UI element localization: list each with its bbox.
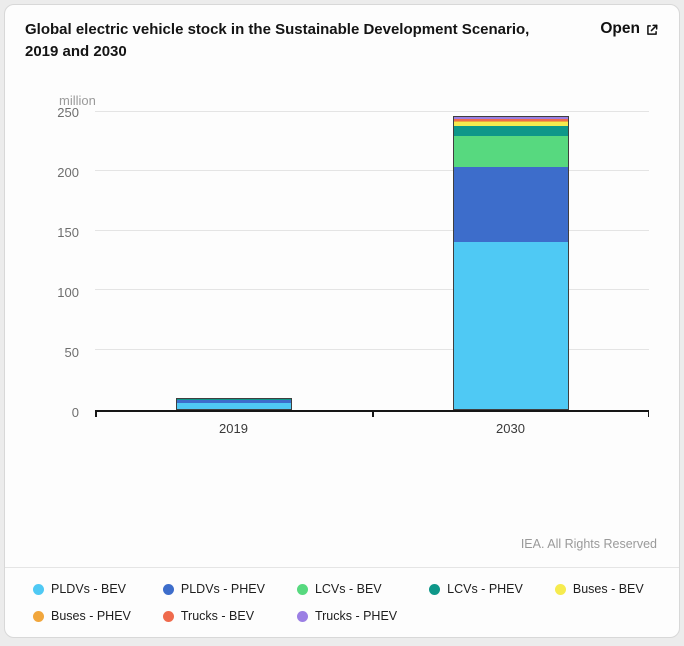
legend-color-dot [33,611,44,622]
category-label: 2030 [372,412,649,436]
legend-item[interactable]: LCVs - PHEV [429,582,523,596]
x-axis-tick [372,410,374,417]
y-tick-label: 250 [57,105,79,120]
legend-color-dot [297,584,308,595]
y-tick-label: 200 [57,165,79,180]
legend-item[interactable]: PLDVs - BEV [33,582,131,596]
legend-label: PLDVs - BEV [51,582,126,596]
bar-segment [454,167,568,242]
plot-area [95,112,649,412]
bar-segment [454,126,568,136]
legend-color-dot [429,584,440,595]
bar-slot-2030 [372,112,649,410]
chart-title: Global electric vehicle stock in the Sus… [25,19,565,63]
category-label: 2019 [95,412,372,436]
bar-2019 [176,398,292,410]
legend-label: LCVs - BEV [315,582,382,596]
y-tick-label: 150 [57,225,79,240]
legend-label: Trucks - BEV [181,609,254,623]
legend-label: Buses - BEV [573,582,644,596]
legend-color-dot [33,584,44,595]
open-button[interactable]: Open [600,20,659,38]
chart-card: Global electric vehicle stock in the Sus… [4,4,680,638]
legend-item[interactable]: LCVs - BEV [297,582,397,596]
y-tick-label: 100 [57,285,79,300]
legend-label: Trucks - PHEV [315,609,397,623]
legend: PLDVs - BEV PLDVs - PHEV LCVs - BEV LCVs - … [25,568,659,627]
y-tick-label: 0 [72,405,79,420]
bar-segment [177,403,291,409]
y-axis-spacer [25,412,95,436]
open-button-label: Open [600,20,640,38]
legend-label: LCVs - PHEV [447,582,523,596]
legend-item[interactable]: Buses - BEV [555,582,644,596]
bar-slot-2019 [95,112,372,410]
x-axis-tick [95,410,97,417]
bar-2030 [453,116,569,409]
legend-item[interactable]: Trucks - PHEV [297,609,397,623]
legend-color-dot [297,611,308,622]
legend-color-dot [163,584,174,595]
copyright-text: IEA. All Rights Reserved [25,537,659,567]
legend-label: PLDVs - PHEV [181,582,265,596]
card-header: Global electric vehicle stock in the Sus… [25,19,659,63]
legend-item[interactable]: PLDVs - PHEV [163,582,265,596]
bar-segment [454,136,568,167]
x-axis-tick [648,410,650,417]
y-tick-label: 50 [65,345,79,360]
legend-item[interactable]: Trucks - BEV [163,609,265,623]
y-axis-unit-label: million [59,93,659,108]
bar-segment [454,242,568,409]
legend-color-dot [555,584,566,595]
external-link-icon [645,23,659,37]
legend-label: Buses - PHEV [51,609,131,623]
legend-item[interactable]: Buses - PHEV [33,609,131,623]
legend-color-dot [163,611,174,622]
